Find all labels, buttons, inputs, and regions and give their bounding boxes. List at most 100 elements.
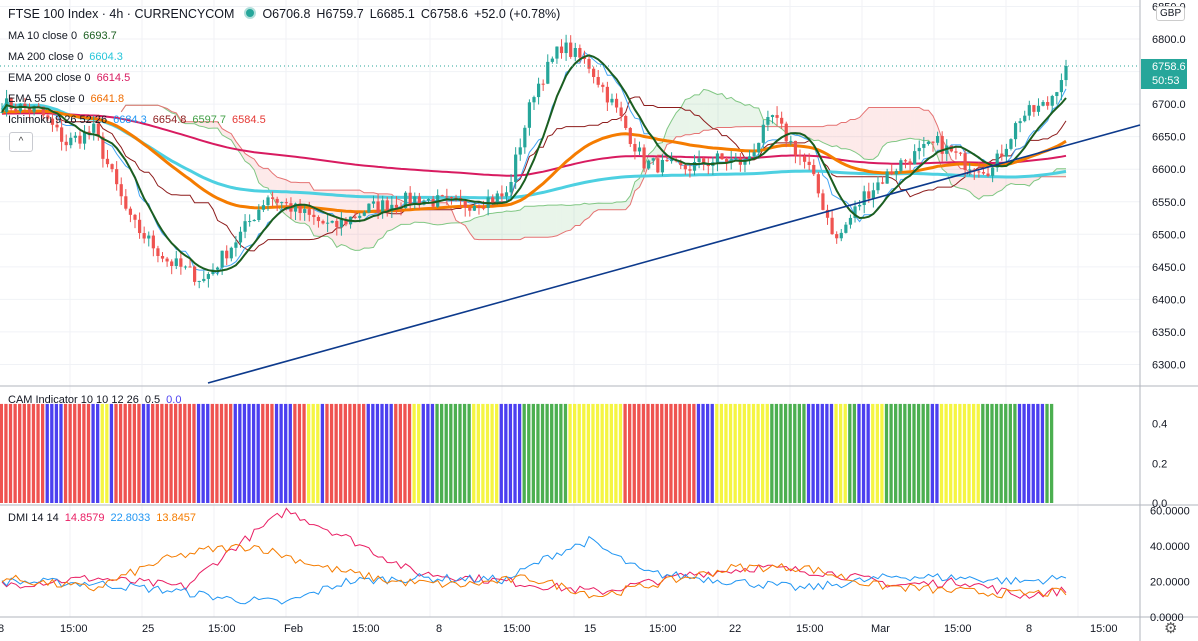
candle — [647, 159, 651, 170]
candle-body — [706, 164, 710, 167]
candle-body — [1036, 105, 1041, 112]
cam-bar — [0, 403, 4, 503]
gear-icon[interactable]: ⚙ — [1164, 620, 1178, 637]
cloud-segment — [488, 213, 493, 240]
cam-tick-label: 0.4 — [1152, 419, 1167, 431]
candle — [807, 153, 811, 171]
candle — [880, 176, 885, 185]
cam-bar — [476, 403, 480, 503]
candle-body — [151, 235, 155, 249]
cloud-segment — [1024, 176, 1030, 187]
cam-bar — [600, 403, 604, 503]
candle — [821, 189, 825, 211]
indicator-label[interactable]: MA 10 close 0 — [8, 30, 78, 42]
candle — [326, 214, 330, 233]
dmi-label[interactable]: DMI 14 14 — [8, 512, 59, 524]
cam-bar — [829, 403, 834, 503]
candle-body — [275, 198, 279, 203]
cam-bar — [403, 403, 407, 503]
cloud-segment — [667, 120, 672, 145]
candle-body — [156, 248, 160, 257]
candle-body — [1027, 105, 1031, 116]
cam-tick-label: 0.2 — [1152, 458, 1167, 470]
symbol-title[interactable]: FTSE 100 Index · 4h · CURRENCYCOM — [8, 7, 235, 21]
candle — [692, 154, 697, 176]
badge-background — [1141, 58, 1187, 89]
dmi-tick-label: 0.0000 — [1150, 612, 1184, 624]
candle — [711, 156, 715, 175]
candle-body — [261, 205, 266, 210]
cloud-segment — [589, 203, 594, 218]
cloud-segment — [332, 190, 337, 248]
candle-body — [390, 204, 394, 211]
candle-body — [468, 207, 472, 211]
cam-bar — [219, 403, 224, 503]
candle-body — [165, 258, 169, 262]
currency-label[interactable]: GBP — [1156, 6, 1186, 21]
cam-bar — [1004, 403, 1008, 503]
cam-bar — [247, 403, 251, 503]
ema200-line — [1, 112, 1067, 177]
candle-body — [353, 216, 357, 218]
cam-bar — [472, 403, 476, 503]
cloud-segment — [208, 121, 213, 129]
indicator-label[interactable]: EMA 200 close 0 — [8, 72, 91, 84]
cam-bar — [618, 403, 623, 503]
candle — [706, 157, 710, 175]
candle-body — [477, 206, 481, 208]
cam-bar — [8, 403, 13, 503]
cam-bar — [82, 403, 86, 503]
cam-bar — [949, 403, 953, 503]
cam-bar — [302, 403, 306, 503]
cloud-segment — [845, 119, 851, 150]
cloud-segment — [676, 107, 681, 137]
candle-body — [64, 141, 68, 146]
cam-bar — [871, 403, 875, 503]
collapse-legend-button[interactable]: ^ — [9, 132, 33, 152]
cloud-segment — [1033, 176, 1039, 182]
candle-body — [867, 191, 871, 199]
candle-body — [266, 197, 270, 206]
cam-bar — [591, 403, 595, 503]
candle-body — [908, 161, 912, 165]
cam-bar — [389, 403, 393, 503]
candle — [367, 203, 371, 214]
candle-body — [96, 123, 100, 137]
candle-body — [954, 151, 958, 153]
indicator-label[interactable]: MA 200 close 0 — [8, 51, 84, 63]
candle — [509, 174, 513, 200]
cam-bar — [990, 403, 994, 503]
cam-bar — [692, 403, 696, 503]
candle-body — [546, 61, 550, 84]
candle-body — [147, 235, 151, 239]
cam-bar — [857, 403, 861, 503]
cam-bar — [765, 403, 769, 503]
candle-body — [656, 158, 660, 173]
candle-body — [339, 219, 343, 227]
time-tick-label: Mar — [871, 623, 890, 635]
candle — [261, 199, 266, 213]
candle-body — [270, 197, 275, 199]
candle — [908, 158, 912, 171]
candle-body — [757, 142, 761, 153]
cam-label[interactable]: CAM Indicator 10 10 12 26 — [8, 394, 139, 406]
cam-bar — [568, 403, 572, 503]
indicator-value: 6641.8 — [90, 93, 125, 105]
candle-body — [69, 137, 73, 146]
cam-bar — [595, 403, 600, 503]
cloud-segment — [368, 192, 374, 249]
candle-body — [257, 209, 261, 221]
indicator-label[interactable]: EMA 55 close 0 — [8, 93, 85, 105]
cam-value-2: 0.0 — [166, 394, 182, 406]
cam-bar — [1049, 403, 1054, 503]
cam-bar — [522, 403, 526, 503]
indicator-label[interactable]: Ichimoku 9 26 52 26 — [8, 114, 108, 126]
cam-bar — [449, 403, 453, 503]
candle — [280, 201, 284, 210]
candle-body — [981, 172, 986, 174]
candle-body — [747, 156, 752, 160]
cam-bar — [953, 403, 957, 503]
cam-bar — [91, 403, 95, 503]
candle-body — [1018, 121, 1022, 124]
